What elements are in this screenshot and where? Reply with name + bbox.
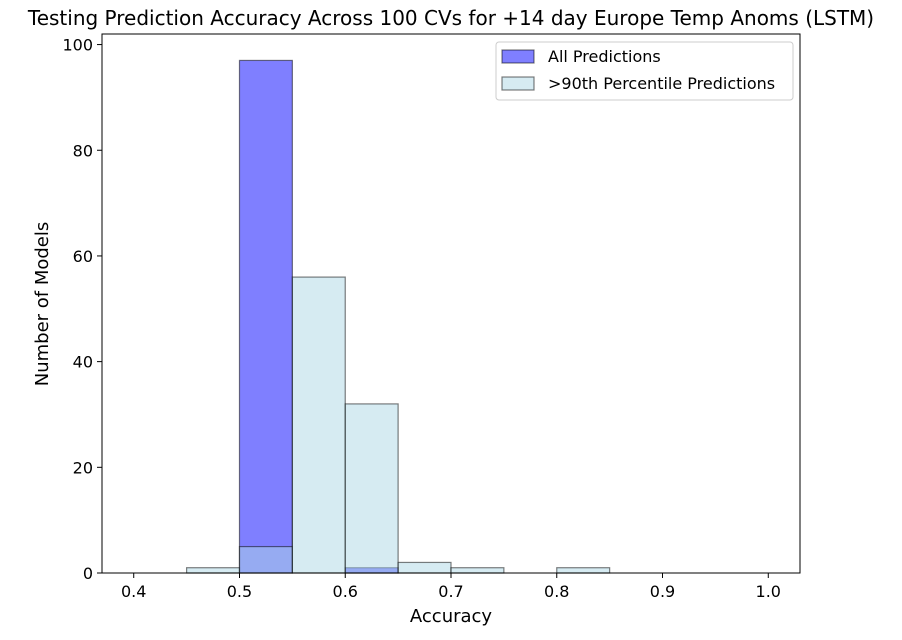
series-2 <box>186 276 611 574</box>
x-tick-label: 0.8 <box>544 582 569 601</box>
y-axis-label: Number of Models <box>32 222 53 387</box>
histogram-bar <box>238 545 293 574</box>
histogram-bar <box>344 403 399 574</box>
y-tick-label: 100 <box>62 36 93 55</box>
histogram-bar <box>291 276 346 574</box>
y-tick-label: 60 <box>73 247 93 266</box>
x-tick-label: 0.7 <box>438 582 463 601</box>
y-tick-label: 20 <box>73 458 93 477</box>
plot-frame <box>101 33 801 574</box>
histogram-bar <box>556 567 611 574</box>
x-tick-label: 0.5 <box>227 582 252 601</box>
x-tick-label: 1.0 <box>756 582 781 601</box>
x-axis-ticks: 0.4 0.5 0.6 0.7 0.8 0.9 1.0 <box>121 573 781 601</box>
legend: All Predictions >90th Percentile Predicti… <box>495 41 794 101</box>
y-tick-label: 40 <box>73 353 93 372</box>
x-axis-label: Accuracy <box>410 606 493 627</box>
legend-box <box>495 41 794 101</box>
x-tick-label: 0.9 <box>650 582 675 601</box>
y-tick-label: 0 <box>83 564 93 583</box>
histogram-bar <box>397 561 452 574</box>
bars-layer <box>186 59 611 574</box>
x-tick-label: 0.4 <box>121 582 146 601</box>
legend-label: >90th Percentile Predictions <box>548 74 775 93</box>
legend-swatch <box>501 76 535 91</box>
y-axis-ticks: 0 20 40 60 80 100 <box>62 36 102 583</box>
legend-label: All Predictions <box>548 47 661 66</box>
histogram-bar <box>450 567 505 574</box>
histogram-bar <box>238 59 293 574</box>
legend-swatch <box>501 49 535 64</box>
x-tick-label: 0.6 <box>333 582 358 601</box>
y-tick-label: 80 <box>73 141 93 160</box>
histogram-bar <box>186 567 241 574</box>
chart-title: Testing Prediction Accuracy Across 100 C… <box>27 6 874 30</box>
